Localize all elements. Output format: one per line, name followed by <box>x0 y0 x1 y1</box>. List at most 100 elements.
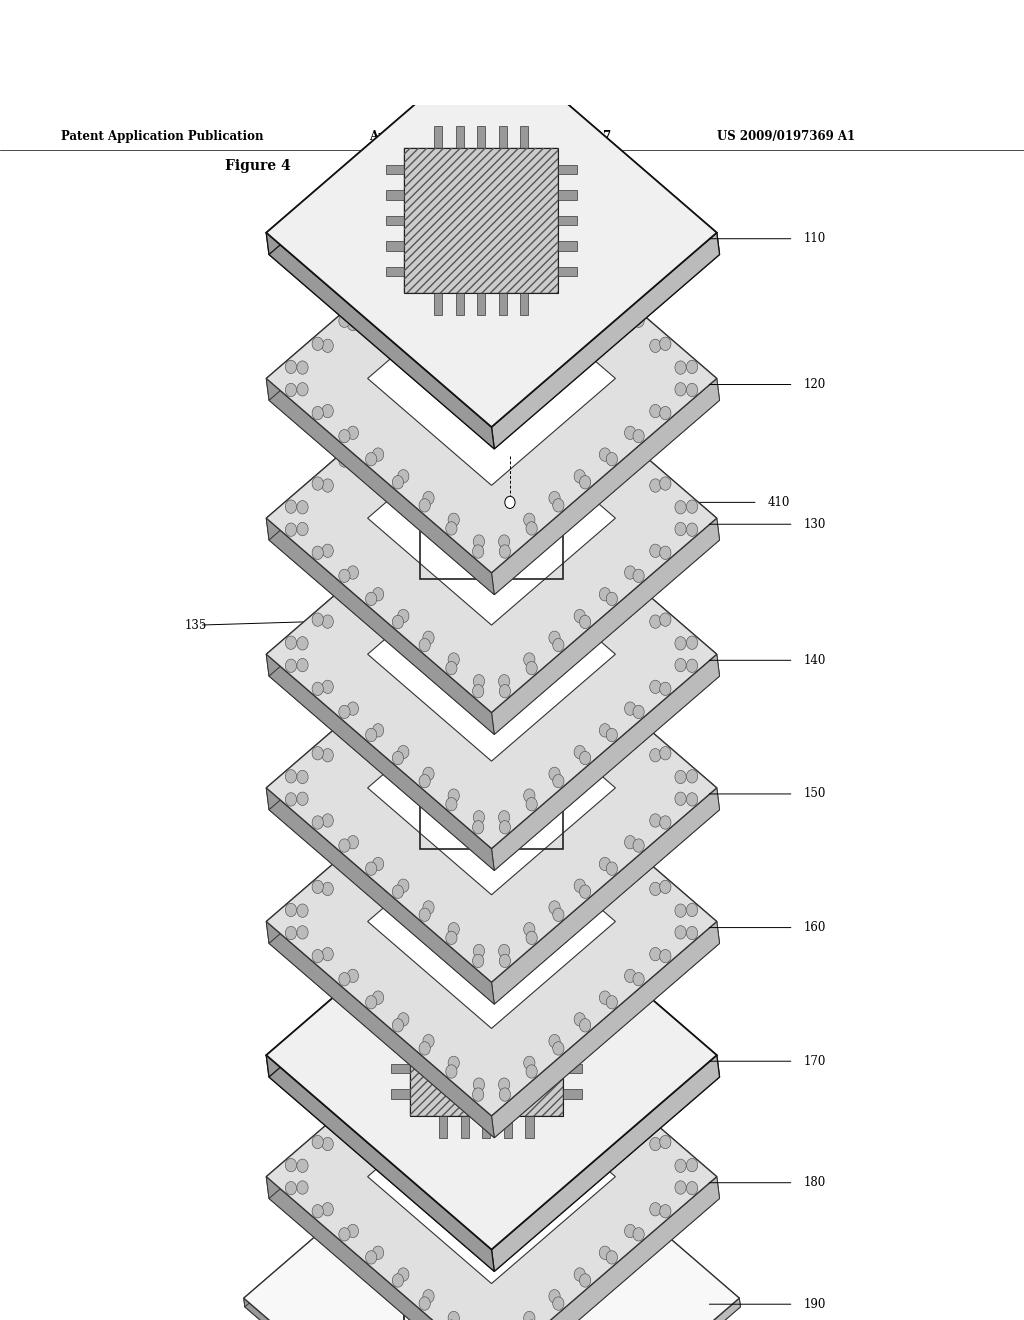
Circle shape <box>675 904 686 917</box>
Circle shape <box>675 1159 686 1172</box>
Circle shape <box>675 925 686 939</box>
Polygon shape <box>266 323 495 540</box>
Polygon shape <box>492 183 720 400</box>
Circle shape <box>419 244 430 259</box>
Circle shape <box>286 927 297 940</box>
Circle shape <box>599 436 610 449</box>
Circle shape <box>445 661 457 675</box>
Circle shape <box>423 1290 434 1303</box>
Circle shape <box>347 1225 358 1238</box>
Bar <box>420 445 563 579</box>
Circle shape <box>526 498 538 511</box>
Polygon shape <box>269 61 720 449</box>
Circle shape <box>599 587 610 601</box>
Polygon shape <box>266 788 495 1005</box>
Circle shape <box>633 569 644 582</box>
Circle shape <box>526 631 538 644</box>
Text: 170: 170 <box>804 1055 826 1068</box>
Circle shape <box>659 1205 671 1218</box>
Circle shape <box>549 392 560 405</box>
Circle shape <box>419 788 430 801</box>
Bar <box>520 293 528 315</box>
Circle shape <box>686 659 697 672</box>
Circle shape <box>633 454 644 467</box>
Circle shape <box>500 997 511 1010</box>
Circle shape <box>286 793 297 807</box>
Circle shape <box>625 593 636 607</box>
Circle shape <box>472 199 483 213</box>
Circle shape <box>373 1246 384 1259</box>
Circle shape <box>339 1113 350 1126</box>
Circle shape <box>373 572 384 585</box>
Circle shape <box>659 1135 671 1148</box>
Circle shape <box>659 477 671 490</box>
Circle shape <box>373 447 384 461</box>
Circle shape <box>347 566 358 579</box>
Circle shape <box>473 484 484 498</box>
Circle shape <box>499 535 510 548</box>
Polygon shape <box>492 921 720 1138</box>
Circle shape <box>686 636 697 649</box>
Circle shape <box>625 861 636 874</box>
Circle shape <box>549 767 560 780</box>
Circle shape <box>339 454 350 467</box>
Bar <box>477 293 485 315</box>
Circle shape <box>392 1274 403 1287</box>
Circle shape <box>625 1115 636 1129</box>
Circle shape <box>286 636 297 649</box>
Circle shape <box>423 491 434 504</box>
Circle shape <box>347 727 358 741</box>
Circle shape <box>574 413 586 426</box>
Circle shape <box>366 995 377 1008</box>
Circle shape <box>526 222 538 235</box>
Circle shape <box>473 675 484 688</box>
Circle shape <box>423 661 434 675</box>
Circle shape <box>599 723 610 737</box>
Circle shape <box>472 821 483 834</box>
Circle shape <box>625 969 636 982</box>
Circle shape <box>553 244 564 259</box>
Bar <box>504 1115 512 1138</box>
Circle shape <box>606 593 617 606</box>
Bar <box>558 165 577 174</box>
Polygon shape <box>492 861 720 1077</box>
Circle shape <box>347 317 358 331</box>
Polygon shape <box>492 594 720 809</box>
Circle shape <box>397 684 409 697</box>
Circle shape <box>499 484 510 498</box>
Bar <box>558 267 577 276</box>
Circle shape <box>549 528 560 541</box>
Circle shape <box>500 954 511 968</box>
Circle shape <box>599 296 610 309</box>
Polygon shape <box>492 519 720 734</box>
Circle shape <box>499 1007 510 1020</box>
Circle shape <box>580 475 591 488</box>
Circle shape <box>339 723 350 737</box>
Circle shape <box>649 1203 660 1216</box>
Circle shape <box>659 816 671 829</box>
Text: US 2009/0197369 A1: US 2009/0197369 A1 <box>717 131 855 143</box>
Polygon shape <box>269 346 720 734</box>
Polygon shape <box>266 921 495 1138</box>
Text: A: A <box>498 478 505 487</box>
Circle shape <box>686 523 697 536</box>
Circle shape <box>323 1203 334 1216</box>
Circle shape <box>449 774 460 787</box>
Text: 120: 120 <box>804 378 826 391</box>
Circle shape <box>526 362 538 375</box>
Circle shape <box>523 789 535 803</box>
Circle shape <box>392 544 403 557</box>
Circle shape <box>523 774 535 787</box>
Bar <box>477 125 485 148</box>
Circle shape <box>499 810 510 824</box>
Circle shape <box>323 479 334 492</box>
Polygon shape <box>266 38 495 255</box>
Circle shape <box>312 477 324 490</box>
Circle shape <box>574 746 586 759</box>
Circle shape <box>499 348 510 362</box>
Circle shape <box>686 383 697 397</box>
Polygon shape <box>266 727 717 1115</box>
Circle shape <box>397 746 409 759</box>
Circle shape <box>580 751 591 764</box>
Circle shape <box>472 1088 483 1101</box>
